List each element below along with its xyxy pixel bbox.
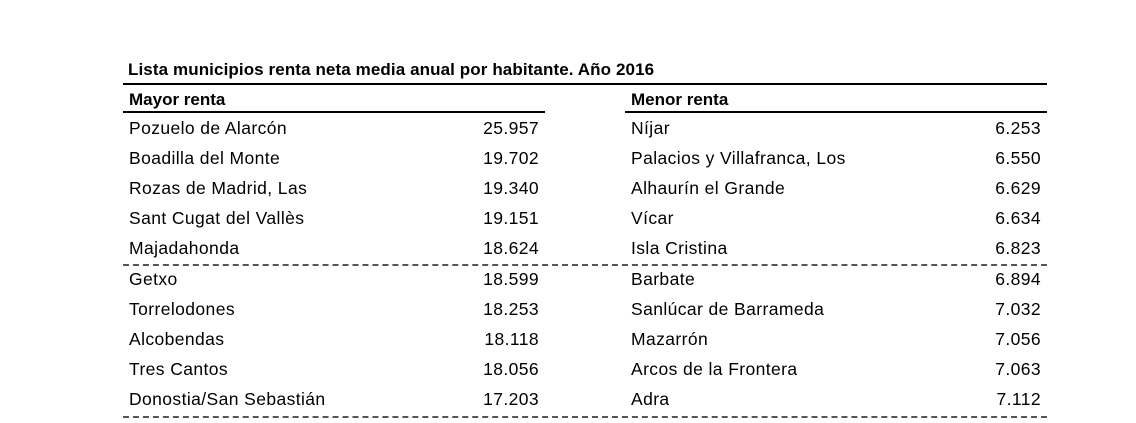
municipality-name: Alcobendas [129,328,225,349]
income-value: 7.032 [995,298,1041,319]
municipality-name: Majadahonda [129,238,240,259]
table-row: Pozuelo de Alarcón 25.957 [123,113,545,143]
municipality-name: Rozas de Madrid, Las [129,177,308,198]
municipality-name: Vícar [631,208,674,229]
income-value: 18.599 [483,268,539,289]
table-row: Getxo 18.599 [123,264,545,294]
table-row: Palacios y Villafranca, Los 6.550 [625,143,1047,173]
table-row: Sanlúcar de Barrameda 7.032 [625,294,1047,324]
income-value: 18.253 [483,298,539,319]
table-row: Boadilla del Monte 19.702 [123,143,545,173]
municipality-name: Sanlúcar de Barrameda [631,298,825,319]
municipality-name: Alhaurín el Grande [631,177,786,198]
table-row: Sant Cugat del Vallès 19.151 [123,204,545,234]
table-row: Isla Cristina 6.823 [625,234,1047,264]
table-row: Mazarrón 7.056 [625,324,1047,354]
income-value: 6.894 [995,268,1041,289]
municipality-name: Donostia/San Sebastián [129,389,326,410]
left-rows: Pozuelo de Alarcón 25.957 Boadilla del Mon… [123,113,545,415]
municipality-name: Pozuelo de Alarcón [129,117,288,138]
title-rule [123,83,1047,85]
column-header-left: Mayor renta [123,85,545,113]
income-value: 17.203 [483,389,539,410]
municipality-name: Arcos de la Frontera [631,359,798,380]
highest-income-column: Mayor renta Pozuelo de Alarcón 25.957 Boad… [123,85,545,415]
table-row: Barbate 6.894 [625,264,1047,294]
municipality-name: Níjar [631,117,670,138]
table-title: Lista municipios renta neta media anual … [128,60,655,79]
municipality-name: Boadilla del Monte [129,147,281,168]
income-value: 18.118 [484,328,539,349]
municipality-name: Tres Cantos [129,359,229,380]
lowest-income-column: Menor renta Níjar 6.253 Palacios y Villafr… [625,85,1047,415]
column-header-right: Menor renta [625,85,1047,113]
income-value: 19.702 [483,147,539,168]
right-rows: Níjar 6.253 Palacios y Villafranca, Los 6.5… [625,113,1047,415]
table-row: Arcos de la Frontera 7.063 [625,355,1047,385]
table-row: Torrelodones 18.253 [123,294,545,324]
income-value: 7.056 [995,328,1041,349]
income-value: 18.624 [483,238,539,259]
table-row: Majadahonda 18.624 [123,234,545,264]
middle-divider [123,264,1047,266]
municipality-name: Palacios y Villafranca, Los [631,147,846,168]
table-row: Alhaurín el Grande 6.629 [625,173,1047,203]
municipality-name: Isla Cristina [631,238,728,259]
table-row: Donostia/San Sebastián 17.203 [123,385,545,415]
income-value: 7.112 [996,389,1041,410]
municipality-name: Sant Cugat del Vallès [129,208,305,229]
income-value: 6.253 [995,117,1041,138]
municipality-name: Adra [631,389,670,410]
municipality-name: Mazarrón [631,328,709,349]
municipality-name: Getxo [129,268,178,289]
table-row: Alcobendas 18.118 [123,324,545,354]
income-value: 7.063 [995,359,1041,380]
income-value: 6.629 [995,177,1041,198]
table-row: Rozas de Madrid, Las 19.340 [123,173,545,203]
income-value: 19.340 [483,177,539,198]
municipality-name: Torrelodones [129,298,235,319]
income-value: 6.550 [995,147,1041,168]
table-row: Vícar 6.634 [625,204,1047,234]
bottom-divider [123,416,1047,418]
municipality-name: Barbate [631,268,696,289]
income-value: 25.957 [483,117,539,138]
income-value: 19.151 [483,208,539,229]
table-row: Tres Cantos 18.056 [123,355,545,385]
table-row: Adra 7.112 [625,385,1047,415]
income-value: 18.056 [483,359,539,380]
income-value: 6.823 [995,238,1041,259]
income-value: 6.634 [995,208,1041,229]
table-row: Níjar 6.253 [625,113,1047,143]
